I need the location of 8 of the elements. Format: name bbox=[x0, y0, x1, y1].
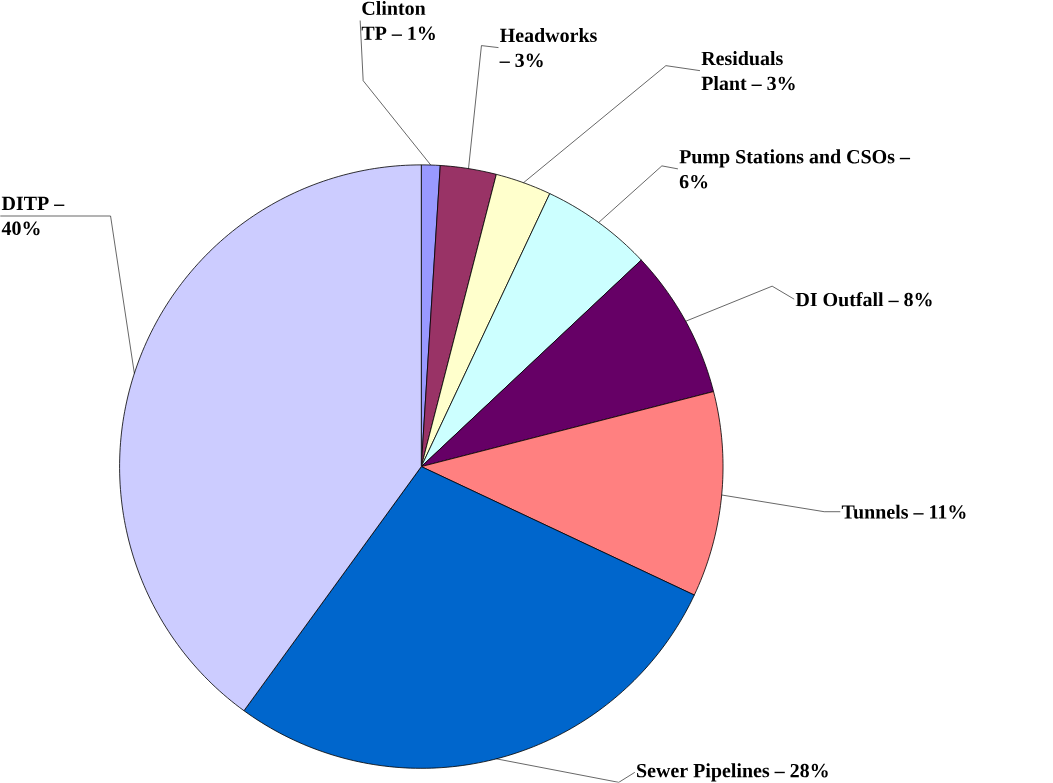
slice-label: Sewer Pipelines – 28% bbox=[637, 763, 828, 782]
slice-label: DITP – 40% bbox=[1, 197, 65, 236]
slice-label: Clinton TP – 1% bbox=[361, 1, 435, 41]
slice-label: Pump Stations and CSOs – 6% bbox=[679, 149, 911, 189]
slice-label: Tunnels – 11% bbox=[841, 504, 966, 519]
slice-label: Residuals Plant – 3% bbox=[701, 51, 795, 91]
slice-label: Headworks – 3% bbox=[499, 28, 597, 68]
slice-label: DI Outfall – 8% bbox=[795, 292, 932, 307]
